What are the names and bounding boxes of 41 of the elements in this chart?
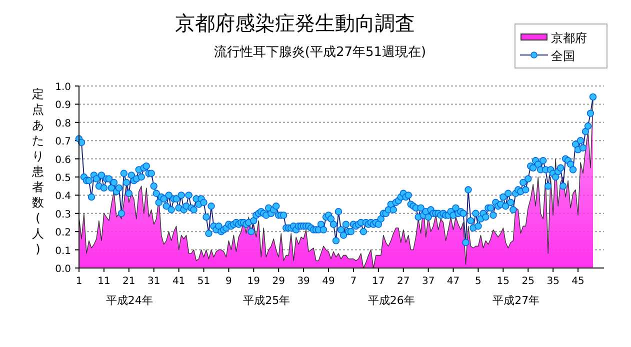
y-tick-label: 0.7 — [55, 136, 71, 148]
x-tick-label: 7 — [350, 276, 357, 287]
y-tick-label: 0.8 — [55, 118, 71, 130]
y-tick-label: 0.6 — [55, 154, 71, 166]
x-tick-label: 29 — [272, 276, 285, 287]
text: 平成27年 — [492, 294, 540, 307]
x-tick-label: 31 — [147, 276, 160, 287]
x-tick-label: 25 — [522, 276, 534, 287]
x-tick-label: 21 — [122, 276, 136, 287]
text: 定点あたり患者数(人) — [32, 87, 44, 256]
y-tick-label: 0.9 — [55, 100, 71, 112]
y-tick-label: 0.3 — [55, 209, 71, 220]
x-tick-label: 11 — [98, 276, 110, 287]
chart-title: 京都府感染症発生動向調査 — [175, 11, 415, 35]
x-tick-label: 27 — [397, 276, 410, 287]
legend-label: 全国 — [551, 49, 575, 63]
chart-subtitle: 流行性耳下腺炎(平成27年51週現在) — [214, 44, 426, 60]
y-tick-label: 0.2 — [55, 228, 71, 239]
y-tick-label: 0.5 — [55, 173, 71, 184]
x-tick-label: 51 — [197, 276, 210, 287]
x-tick-label: 41 — [172, 276, 186, 287]
text: 平成24年 — [106, 294, 153, 307]
x-tick-label: 5 — [475, 276, 482, 287]
y-tick-label: 1.0 — [55, 82, 71, 93]
x-tick-label: 9 — [226, 276, 232, 287]
y-tick-label: 0.4 — [55, 191, 71, 202]
x-tick-label: 15 — [496, 276, 510, 287]
x-tick-label: 45 — [572, 276, 584, 287]
x-tick-label: 39 — [297, 276, 310, 287]
legend-label: 京都府 — [551, 31, 587, 45]
x-tick-label: 19 — [247, 276, 260, 287]
x-tick-label: 17 — [372, 276, 385, 287]
x-tick-label: 49 — [322, 276, 335, 287]
text: 平成26年 — [368, 294, 415, 307]
text: 平成25年 — [243, 294, 290, 307]
y-tick-label: 0.1 — [55, 246, 71, 257]
x-tick-label: 47 — [446, 276, 460, 287]
x-tick-label: 37 — [422, 276, 435, 287]
y-tick-label: 0.0 — [55, 264, 71, 275]
x-tick-label: 35 — [546, 276, 560, 287]
x-tick-label: 1 — [76, 276, 82, 287]
